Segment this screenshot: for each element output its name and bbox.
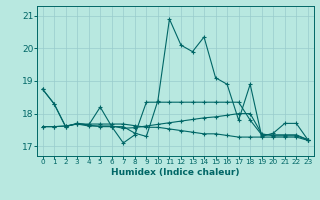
X-axis label: Humidex (Indice chaleur): Humidex (Indice chaleur) [111, 168, 239, 177]
